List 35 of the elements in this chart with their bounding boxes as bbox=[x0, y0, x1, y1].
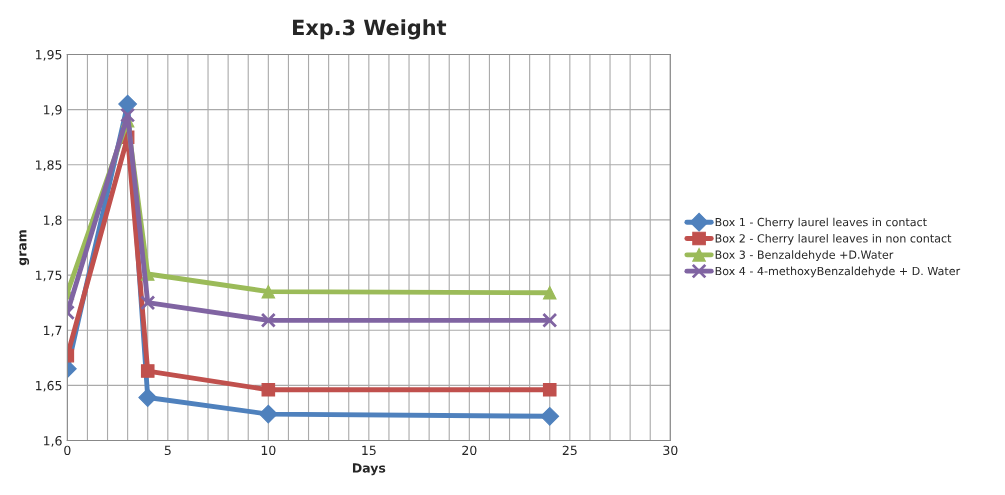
x-tick-label: 30 bbox=[663, 445, 678, 456]
point bbox=[120, 107, 136, 123]
point bbox=[140, 295, 156, 311]
y-tick-label: 1,65 bbox=[36, 380, 62, 392]
point bbox=[140, 364, 155, 378]
point bbox=[138, 388, 158, 407]
point bbox=[542, 312, 558, 328]
point bbox=[261, 383, 276, 397]
y-tick-label: 1,9 bbox=[43, 105, 62, 116]
x-axis-title: Days bbox=[352, 463, 386, 476]
chart-title: Exp.3 Weight bbox=[293, 19, 447, 40]
legend-label: Box 4 - 4-methoxyBenzaldehyde + D. Water bbox=[715, 266, 961, 278]
x-tick-label: 15 bbox=[362, 445, 376, 456]
x-tick-label: 10 bbox=[261, 445, 276, 456]
y-tick-label: 1,8 bbox=[43, 215, 62, 227]
x-tick-label: 0 bbox=[64, 445, 71, 456]
x-tick-label: 25 bbox=[562, 445, 577, 456]
y-tick-label: 1,7 bbox=[43, 325, 62, 337]
y-tick-label: 1,75 bbox=[36, 270, 62, 282]
y-tick-label: 1,6 bbox=[43, 436, 62, 447]
x-tick-label: 5 bbox=[164, 445, 171, 456]
legend-label: Box 1 - Cherry laurel leaves in contact bbox=[715, 217, 927, 229]
legend-label: Box 3 - Benzaldehyde +D.Water bbox=[715, 250, 894, 262]
point bbox=[118, 94, 138, 114]
point bbox=[540, 406, 560, 426]
point bbox=[542, 383, 557, 397]
y-tick-label: 1,85 bbox=[36, 160, 62, 171]
point bbox=[542, 285, 557, 300]
point bbox=[258, 404, 278, 424]
y-tick-label: 1,95 bbox=[36, 49, 62, 61]
y-axis-title: gram bbox=[19, 230, 30, 266]
x-tick-label: 20 bbox=[462, 445, 477, 456]
point bbox=[261, 284, 276, 299]
point bbox=[260, 312, 276, 328]
legend-label: Box 2 - Cherry laurel leaves in non contact bbox=[715, 233, 952, 245]
